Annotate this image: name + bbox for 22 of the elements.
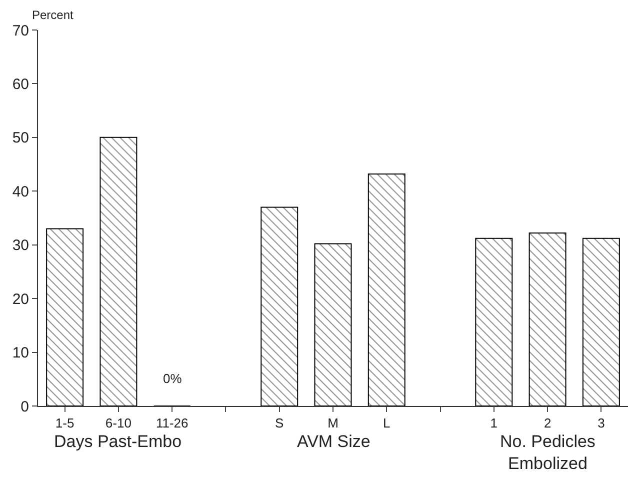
y-tick-label: 50: [12, 130, 29, 147]
x-tick-label: M: [328, 416, 338, 431]
y-tick-label: 0: [20, 398, 29, 416]
x-tick-label: 1: [490, 416, 498, 431]
annotation: 0%: [163, 371, 182, 386]
y-axis-title: Percent: [32, 8, 74, 22]
y-tick-label: 40: [12, 183, 29, 200]
x-tick-label: L: [383, 416, 390, 431]
text: Days Past-Embo: [54, 432, 182, 451]
y-tick-label: 30: [12, 237, 29, 254]
y-tick-label: 60: [12, 76, 29, 93]
text: No. Pedicles Embolized: [500, 432, 596, 474]
x-tick-label: 1-5: [55, 416, 74, 431]
x-tick-label: 6-10: [105, 416, 132, 431]
x-tick-label: 3: [598, 416, 605, 431]
text: AVM Size: [297, 432, 370, 451]
y-tick-label: 10: [12, 344, 29, 362]
x-tick-label: S: [275, 416, 284, 431]
y-tick-label: 20: [12, 290, 29, 308]
y-tick-label: 70: [12, 22, 29, 40]
x-tick-label: 2: [544, 416, 552, 431]
x-tick-label: 11-26: [156, 416, 188, 431]
